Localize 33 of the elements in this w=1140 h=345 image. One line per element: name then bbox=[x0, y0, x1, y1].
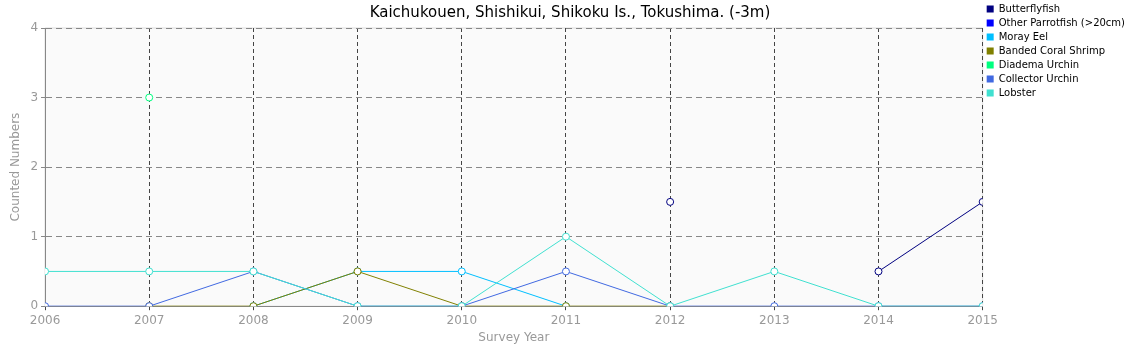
x-tick-label: 2011 bbox=[550, 312, 582, 327]
y-tick-label: 2 bbox=[30, 159, 39, 174]
x-axis-title: Survey Year bbox=[478, 329, 550, 344]
y-tick-label: 3 bbox=[30, 89, 39, 104]
x-tick-label: 2013 bbox=[759, 312, 790, 327]
legend-label: Moray Eel bbox=[998, 30, 1049, 42]
legend-label: Butterflyfish bbox=[998, 2, 1061, 14]
point bbox=[561, 267, 570, 276]
point bbox=[770, 267, 779, 276]
x-tick-label: 2007 bbox=[133, 312, 165, 327]
x-tick-label: 2014 bbox=[863, 312, 894, 327]
x-tick-label: 2015 bbox=[967, 312, 998, 327]
legend-label: Other Parrotfish (>20cm) bbox=[998, 16, 1126, 28]
legend-label: Diadema Urchin bbox=[998, 58, 1080, 70]
legend-label: Collector Urchin bbox=[998, 72, 1079, 84]
x-tick-label: 2012 bbox=[654, 312, 686, 327]
y-axis-title: Counted Numbers bbox=[8, 112, 23, 222]
y-tick-label: 4 bbox=[30, 20, 39, 35]
chart-title: Kaichukouen, Shishikui, Shikoku Is., Tokushima. (-3m) bbox=[369, 2, 771, 21]
point bbox=[561, 232, 570, 241]
x-tick-label: 2010 bbox=[446, 312, 478, 327]
point bbox=[457, 267, 466, 276]
legend-label: Banded Coral Shrimp bbox=[998, 44, 1106, 56]
legend-label: Lobster bbox=[998, 86, 1037, 98]
point bbox=[874, 267, 883, 276]
x-tick-label: 2006 bbox=[29, 312, 61, 327]
point bbox=[666, 197, 675, 206]
point bbox=[145, 93, 154, 102]
y-tick-label: 1 bbox=[30, 228, 39, 243]
x-tick-label: 2008 bbox=[238, 312, 269, 327]
x-tick-label: 2009 bbox=[342, 312, 373, 327]
point bbox=[145, 267, 154, 276]
y-tick-label: 0 bbox=[30, 298, 39, 313]
